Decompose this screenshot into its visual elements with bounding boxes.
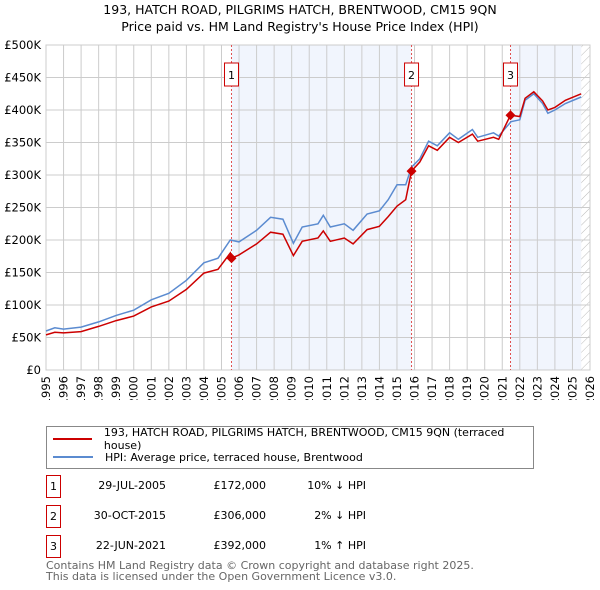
x-tick-label: 1996	[57, 376, 71, 400]
hpi-line	[45, 92, 582, 332]
sale-date: 29-JUL-2005	[98, 479, 166, 492]
x-tick-label: 2021	[495, 376, 509, 400]
legend: 193, HATCH ROAD, PILGRIMS HATCH, BRENTWO…	[46, 426, 534, 469]
x-tick-label: 2013	[355, 376, 369, 400]
x-tick-label: 2005	[214, 376, 228, 400]
transaction-row: 1 29-JUL-2005 £172,000 10% ↓ HPI	[46, 475, 566, 498]
x-tick-label: 1999	[109, 376, 123, 400]
price-chart: £0 £50K £100K £150K £200K £250K £300K £350K £400…	[4, 38, 597, 400]
x-tick-label: 2009	[285, 376, 299, 400]
plot-frame	[45, 44, 591, 371]
sale-date: 22-JUN-2021	[95, 539, 166, 552]
x-tick-label: 2006	[232, 376, 246, 400]
legend-label: HPI: Average price, terraced house, Bren…	[105, 450, 363, 464]
sale-marker-badge: 2	[46, 505, 61, 528]
x-tick-label: 2008	[267, 376, 281, 400]
sale-label-box	[503, 62, 519, 87]
y-tick-label: £250K	[4, 201, 41, 215]
x-tick-label: 1995	[39, 376, 53, 400]
sale-label: 2	[408, 69, 415, 82]
x-tick-label: 2002	[162, 376, 176, 400]
x-tick-label: 1998	[92, 376, 106, 400]
x-tick-label: 1997	[74, 376, 88, 400]
chart-title: 193, HATCH ROAD, PILGRIMS HATCH, BRENTWO…	[103, 2, 497, 17]
sale-label: 3	[507, 69, 514, 82]
sale-marker-badge: 1	[46, 475, 61, 498]
sale-hpi-diff: 1% ↑ HPI	[314, 539, 366, 552]
sale-label-box	[223, 62, 239, 87]
x-tick-label: 2014	[372, 376, 386, 400]
sale-point	[505, 110, 516, 121]
y-tick-label: £0	[26, 363, 41, 377]
x-tick-label: 2003	[179, 376, 193, 400]
legend-swatch	[53, 456, 93, 458]
y-tick-label: £200K	[4, 233, 41, 247]
footer-copyright: Contains HM Land Registry data © Crown c…	[46, 559, 474, 572]
sale-point	[226, 253, 237, 264]
sale-label: 1	[228, 69, 235, 82]
y-tick-label: £350K	[4, 136, 41, 150]
x-tick-label: 2017	[425, 376, 439, 400]
transaction-row: 3 22-JUN-2021 £392,000 1% ↑ HPI	[46, 535, 566, 558]
legend-item-hpi: HPI: Average price, terraced house, Bren…	[47, 448, 363, 466]
sale-hpi-diff: 10% ↓ HPI	[307, 479, 366, 492]
sale-price: £172,000	[213, 479, 267, 492]
x-tick-label: 2023	[530, 376, 544, 400]
x-tick-label: 2004	[197, 376, 211, 400]
y-tick-label: £50K	[12, 331, 42, 345]
sale-price: £306,000	[213, 509, 267, 522]
x-tick-label: 2011	[320, 376, 334, 400]
chart-subtitle: Price paid vs. HM Land Registry's House …	[121, 19, 479, 34]
legend-swatch	[53, 438, 92, 440]
x-tick-label: 2022	[513, 376, 527, 400]
x-tick-label: 2007	[250, 376, 264, 400]
sale-price: £392,000	[213, 539, 267, 552]
x-tick-label: 2025	[565, 376, 579, 400]
legend-item-property: 193, HATCH ROAD, PILGRIMS HATCH, BRENTWO…	[47, 426, 533, 452]
y-tick-label: £150K	[4, 266, 41, 280]
footer-licence: This data is licensed under the Open Gov…	[46, 570, 397, 583]
x-tick-label: 2001	[144, 376, 158, 400]
y-tick-label: £300K	[4, 168, 41, 182]
y-tick-label: £450K	[4, 71, 41, 85]
sale-date: 30-OCT-2015	[93, 509, 166, 522]
x-tick-label: 2010	[302, 376, 316, 400]
y-tick-label: £100K	[4, 298, 41, 312]
x-tick-label: 2016	[408, 376, 422, 400]
x-tick-label: 2015	[390, 376, 404, 400]
sale-hpi-diff: 2% ↓ HPI	[314, 509, 366, 522]
x-tick-label: 2018	[443, 376, 457, 400]
x-tick-label: 2024	[548, 376, 562, 400]
x-tick-label: 2000	[127, 376, 141, 400]
y-tick-label: £500K	[4, 38, 41, 52]
sale-marker-badge: 3	[46, 535, 61, 558]
x-tick-label: 2019	[460, 376, 474, 400]
y-tick-label: £400K	[4, 103, 41, 117]
sale-label-box	[404, 62, 420, 87]
x-tick-label: 2026	[583, 376, 597, 400]
legend-label: 193, HATCH ROAD, PILGRIMS HATCH, BRENTWO…	[103, 426, 505, 452]
x-tick-label: 2012	[337, 376, 351, 400]
sale-point	[406, 166, 417, 177]
x-tick-label: 2020	[478, 376, 492, 400]
transaction-row: 2 30-OCT-2015 £306,000 2% ↓ HPI	[46, 505, 566, 528]
